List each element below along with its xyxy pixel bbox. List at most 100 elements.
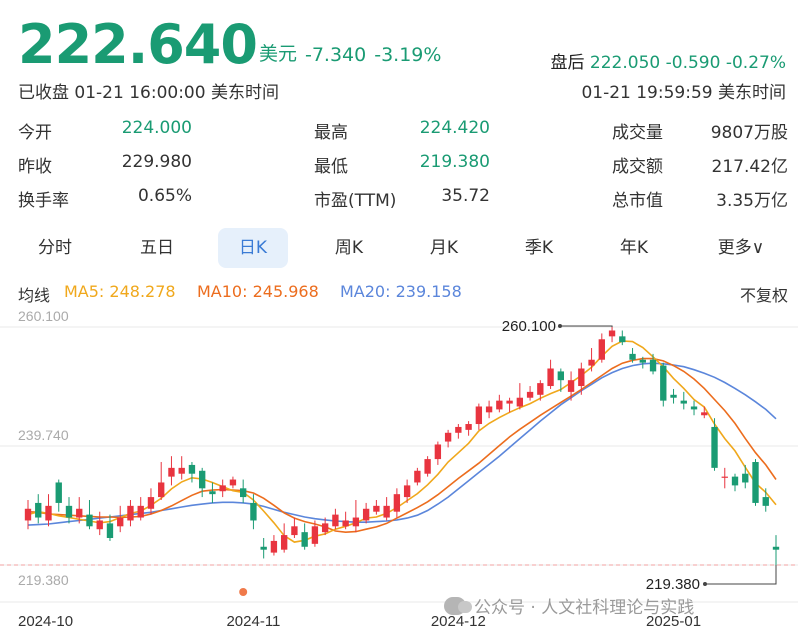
ma10-value: MA10: 245.968 bbox=[197, 282, 319, 301]
low-annotation-dot bbox=[703, 582, 707, 586]
stat-pe-ttm: 市盈(TTM) 35.72 bbox=[314, 186, 490, 211]
low-annotation-line bbox=[705, 565, 777, 585]
ma-legend: 均线 MA5: 248.278 MA10: 245.968 MA20: 239.… bbox=[18, 282, 788, 305]
candlestick-chart[interactable]: 260.100 239.740 219.380 260.100 219.380 202… bbox=[0, 310, 798, 636]
tab-yearly-k[interactable]: 年K bbox=[619, 238, 649, 258]
after-hours-change: -0.590 bbox=[665, 53, 721, 73]
stat-value: 224.000 bbox=[121, 118, 192, 138]
stat-label: 今开 bbox=[18, 123, 52, 143]
candle bbox=[557, 368, 564, 392]
candle-body bbox=[680, 400, 687, 404]
x-tick-label: 2025-01 bbox=[646, 613, 701, 630]
candle-body bbox=[721, 476, 728, 478]
candle-body bbox=[496, 400, 503, 410]
candle-body bbox=[106, 523, 114, 538]
candle bbox=[578, 362, 585, 395]
candle bbox=[506, 397, 513, 413]
tab-monthly-k[interactable]: 月K bbox=[429, 238, 459, 258]
tab-quarterly-k[interactable]: 季K bbox=[524, 238, 554, 258]
stat-value: 219.380 bbox=[419, 152, 490, 172]
candle bbox=[403, 479, 411, 503]
candle bbox=[137, 497, 144, 521]
stat-value: 35.72 bbox=[441, 186, 490, 206]
candle bbox=[86, 500, 93, 530]
candle-body bbox=[393, 494, 401, 512]
price-currency: 美元 bbox=[258, 43, 297, 65]
candle bbox=[485, 400, 493, 419]
candle-body bbox=[158, 482, 165, 498]
candle-body bbox=[752, 462, 759, 503]
candle-body bbox=[178, 467, 185, 474]
candle-body bbox=[455, 426, 462, 433]
high-annotation-dot bbox=[558, 324, 562, 328]
candle bbox=[547, 359, 554, 389]
candle-body bbox=[35, 502, 42, 518]
candle bbox=[393, 488, 401, 518]
candle bbox=[188, 462, 196, 483]
watermark: 公众号 · 人文社科理论与实践 bbox=[444, 593, 694, 618]
candle-body bbox=[762, 497, 769, 506]
x-tick-label: 2024-10 bbox=[18, 613, 73, 630]
stat-turnover-rate: 换手率 0.65% bbox=[18, 186, 192, 211]
chart-grid bbox=[0, 326, 798, 603]
candle bbox=[701, 406, 708, 419]
candle-body bbox=[578, 368, 585, 387]
candle bbox=[444, 429, 452, 448]
adjust-mode-button[interactable]: 不复权 bbox=[739, 286, 788, 305]
candle-body bbox=[567, 380, 575, 392]
candle bbox=[608, 327, 616, 343]
after-hours-quote: 盘后 222.050 -0.590 -0.27% bbox=[551, 48, 786, 73]
candle bbox=[496, 394, 503, 413]
candle bbox=[250, 494, 257, 530]
candle bbox=[588, 348, 595, 372]
candle-body bbox=[557, 371, 564, 381]
stat-label: 市盈(TTM) bbox=[314, 191, 397, 211]
tab-more-dropdown[interactable]: 更多∨ bbox=[717, 238, 765, 258]
market-status: 已收盘 01-21 16:00:00 美东时间 bbox=[18, 83, 279, 103]
candle-body bbox=[280, 535, 288, 550]
stat-label: 换手率 bbox=[18, 191, 69, 211]
candle bbox=[516, 383, 524, 410]
candle-body bbox=[690, 406, 698, 410]
candle-body bbox=[485, 406, 493, 413]
candle-body bbox=[731, 476, 739, 486]
tab-weekly-k[interactable]: 周K bbox=[334, 238, 364, 258]
candle-body bbox=[444, 432, 452, 442]
candle bbox=[465, 421, 472, 436]
candle bbox=[301, 523, 308, 550]
candle bbox=[742, 464, 749, 489]
candle bbox=[106, 514, 114, 541]
candle bbox=[660, 362, 667, 407]
x-tick-label: 2024-11 bbox=[226, 613, 280, 630]
candle bbox=[209, 482, 216, 503]
candle-body bbox=[772, 546, 780, 550]
stat-value: 9807万股 bbox=[710, 123, 788, 143]
watermark-text: 公众号 · 人文社科理论与实践 bbox=[474, 598, 695, 618]
tab-five-day[interactable]: 五日 bbox=[140, 238, 174, 258]
candle-body bbox=[96, 520, 103, 530]
candle-body bbox=[229, 479, 237, 486]
stat-label: 昨收 bbox=[18, 157, 52, 177]
candle-body bbox=[240, 488, 247, 498]
candle-body bbox=[250, 502, 257, 521]
stat-high: 最高 224.420 bbox=[314, 118, 490, 143]
candle-body bbox=[332, 514, 339, 527]
candle-body bbox=[711, 426, 718, 468]
candle-body bbox=[137, 505, 144, 518]
candle-body bbox=[311, 526, 319, 544]
stat-open: 今开 224.000 bbox=[18, 118, 192, 143]
candle-body bbox=[537, 383, 544, 395]
y-tick-label: 260.100 bbox=[18, 310, 69, 324]
tab-daily-k[interactable]: 日K bbox=[218, 228, 288, 268]
candle bbox=[567, 371, 575, 401]
candle bbox=[649, 353, 657, 375]
tab-intraday[interactable]: 分时 bbox=[38, 238, 72, 258]
quote-stats: 今开 224.000 最高 224.420 成交量 9807万股 昨收 229.980 … bbox=[18, 118, 788, 220]
candle-body bbox=[352, 517, 360, 527]
candle bbox=[76, 497, 83, 524]
candle-body bbox=[147, 497, 155, 509]
stat-value: 0.65% bbox=[137, 186, 192, 206]
candle-body bbox=[547, 368, 554, 387]
high-annotation-label: 260.100 bbox=[502, 318, 556, 335]
candle bbox=[178, 456, 185, 480]
